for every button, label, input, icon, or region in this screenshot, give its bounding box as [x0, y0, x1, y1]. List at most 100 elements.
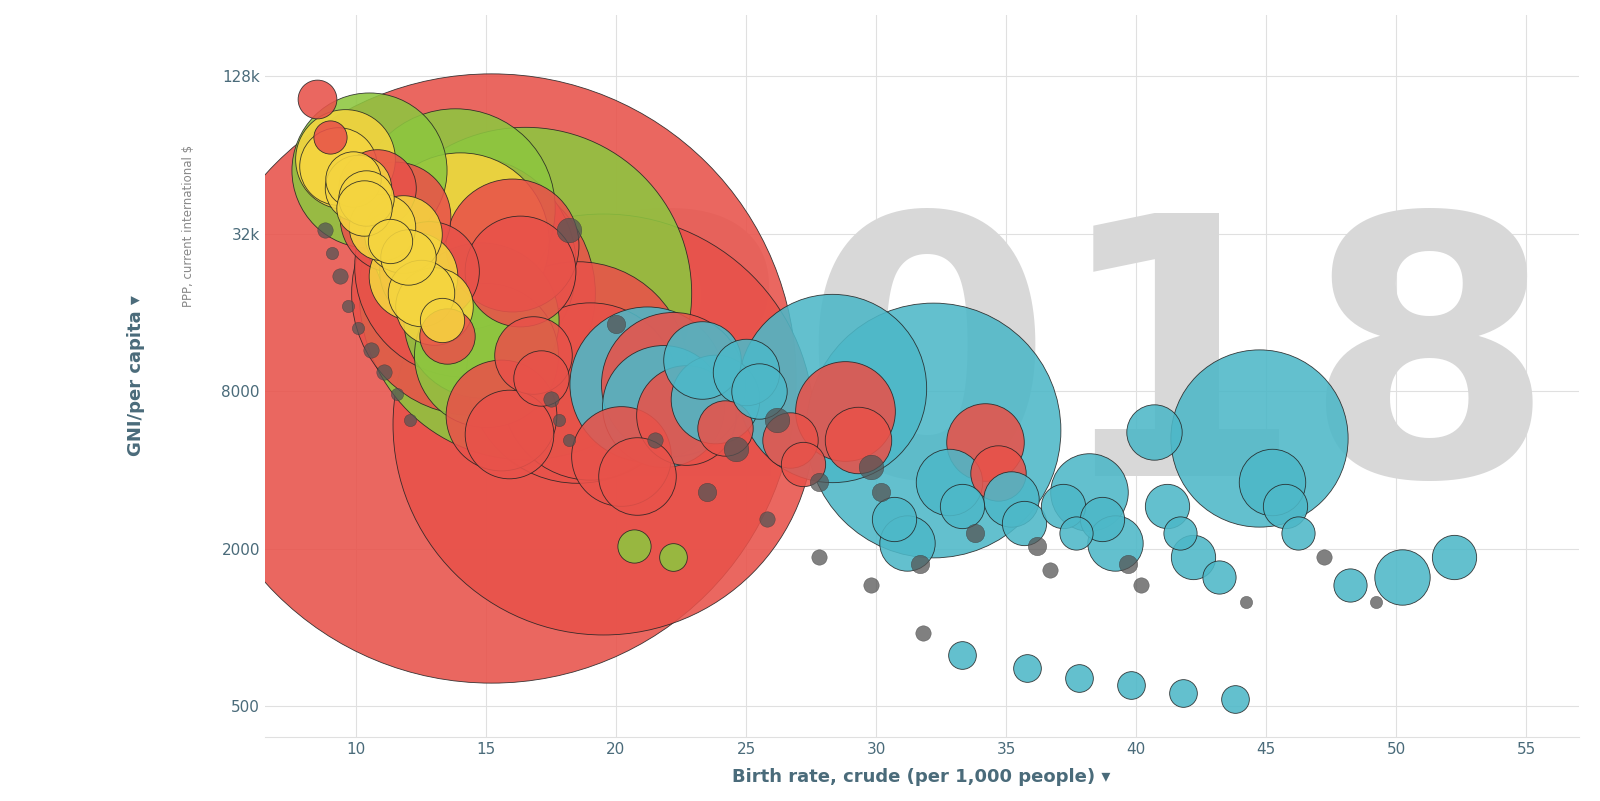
Point: [354, 191, 379, 204]
Point: [1285, 526, 1310, 539]
Point: [341, 172, 366, 185]
Point: [1118, 678, 1144, 691]
Point: [1336, 578, 1362, 591]
Point: [358, 344, 384, 356]
Point: [382, 211, 408, 223]
Point: [949, 500, 974, 513]
Point: [378, 235, 403, 248]
Point: [858, 461, 883, 473]
Point: [390, 227, 416, 240]
Point: [694, 485, 720, 498]
Point: [1128, 578, 1154, 591]
Point: [1246, 432, 1272, 445]
Point: [1090, 513, 1115, 525]
Point: [400, 270, 426, 283]
Point: [1037, 564, 1062, 577]
Point: [1442, 551, 1467, 564]
Point: [371, 365, 397, 378]
Point: [384, 388, 410, 400]
Point: [398, 413, 424, 426]
Point: [446, 235, 472, 248]
Point: [350, 202, 376, 215]
Point: [496, 427, 522, 440]
Point: [474, 348, 499, 361]
Point: [661, 378, 686, 391]
Point: [346, 181, 371, 194]
Point: [661, 551, 686, 564]
Point: [819, 382, 845, 395]
Point: [499, 239, 525, 252]
Point: [578, 384, 603, 397]
Point: [317, 131, 342, 143]
Point: [421, 300, 446, 312]
Point: [608, 450, 634, 463]
Point: [936, 476, 962, 489]
Point: [325, 160, 350, 173]
Point: [488, 409, 514, 421]
Point: [1272, 500, 1298, 513]
Point: [869, 485, 894, 498]
Point: [674, 409, 699, 421]
Point: [453, 260, 478, 273]
Point: [520, 348, 546, 361]
Point: [1170, 686, 1195, 699]
Point: [442, 202, 467, 215]
Point: [650, 400, 675, 413]
Point: [1064, 526, 1090, 539]
Point: [1389, 571, 1414, 584]
Point: [621, 539, 646, 552]
Point: [603, 317, 629, 330]
Text: 2018: 2018: [550, 202, 1555, 550]
Point: [962, 526, 987, 539]
Point: [357, 164, 382, 177]
Point: [806, 551, 832, 564]
Point: [1014, 662, 1040, 674]
Point: [1181, 551, 1206, 564]
Point: [1011, 517, 1037, 529]
Point: [1206, 571, 1232, 584]
Point: [920, 423, 946, 436]
Point: [1051, 500, 1077, 513]
Text: PPP, current international $: PPP, current international $: [182, 145, 195, 307]
Point: [1077, 485, 1102, 498]
Point: [346, 321, 371, 334]
Point: [434, 330, 459, 343]
Point: [1066, 671, 1091, 684]
Point: [528, 372, 554, 384]
Point: [557, 433, 582, 446]
Point: [557, 224, 582, 237]
Point: [507, 265, 533, 278]
X-axis label: Birth rate, crude (per 1,000 people) ▾: Birth rate, crude (per 1,000 people) ▾: [733, 768, 1110, 786]
Point: [845, 433, 870, 446]
Point: [624, 469, 650, 482]
Point: [320, 247, 346, 260]
Point: [723, 443, 749, 456]
Point: [1024, 539, 1050, 552]
Point: [690, 354, 715, 367]
Point: [416, 265, 442, 278]
Point: [894, 537, 920, 549]
Point: [461, 287, 486, 300]
Point: [565, 365, 590, 378]
Y-axis label: GNI/per capita ▾: GNI/per capita ▾: [126, 296, 146, 457]
Point: [910, 626, 936, 639]
Point: [858, 578, 883, 591]
Point: [986, 466, 1011, 479]
Point: [733, 365, 758, 378]
Point: [333, 152, 358, 165]
Point: [778, 433, 803, 446]
Point: [907, 557, 933, 570]
Point: [790, 458, 816, 471]
Point: [712, 421, 738, 434]
Point: [973, 436, 998, 449]
Point: [1115, 557, 1141, 570]
Point: [478, 372, 504, 384]
Point: [512, 287, 538, 300]
Point: [949, 649, 974, 662]
Point: [1142, 425, 1168, 438]
Point: [304, 93, 330, 106]
Point: [538, 392, 563, 405]
Point: [467, 313, 493, 326]
Point: [754, 513, 779, 525]
Point: [1222, 693, 1248, 706]
